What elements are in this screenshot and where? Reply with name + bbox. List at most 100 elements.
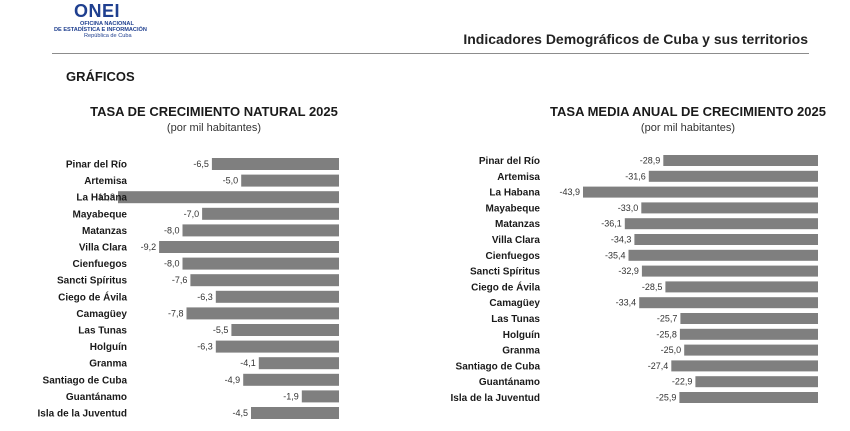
chart1-value-label: -7,8 bbox=[168, 308, 184, 318]
chart1-bar bbox=[190, 274, 339, 287]
chart2-value-label: -36,1 bbox=[601, 219, 622, 229]
chart1-bar bbox=[241, 174, 339, 187]
chart1-category-label: Matanzas bbox=[82, 226, 127, 237]
chart2-value-label: -34,3 bbox=[611, 235, 632, 245]
chart1-category-label: Ciego de Ávila bbox=[58, 290, 127, 303]
chart2-bar bbox=[665, 281, 818, 293]
chart2-category-label: Guantánamo bbox=[479, 377, 540, 388]
chart2-category-label: Camagüey bbox=[489, 298, 540, 309]
chart1-category-label: Guantánamo bbox=[66, 392, 127, 403]
chart1-title: TASA DE CRECIMIENTO NATURAL 2025 bbox=[90, 104, 338, 119]
chart1-value-label: -5,0 bbox=[223, 176, 239, 186]
chart1-value-label: -8,0 bbox=[164, 259, 180, 269]
chart2-category-label: Isla de la Juventud bbox=[451, 393, 540, 404]
chart2-category-label: Mayabeque bbox=[486, 203, 541, 214]
chart1-value-label: -7,6 bbox=[172, 275, 188, 285]
chart1-category-label: Mayabeque bbox=[73, 209, 128, 220]
chart1-value-label: -6,5 bbox=[193, 159, 209, 169]
chart2-bar bbox=[679, 392, 818, 403]
chart1-value-label: -4,1 bbox=[240, 358, 256, 368]
chart1-value-label: -4,9 bbox=[225, 375, 241, 385]
logo-mark: ONEI bbox=[74, 1, 121, 21]
header-divider bbox=[52, 53, 809, 54]
onei-logo: ONEI OFICINA NACIONAL DE ESTADÍSTICA E I… bbox=[54, 2, 164, 42]
chart1-category-label: Artemisa bbox=[84, 176, 127, 187]
chart2-value-label: -27,4 bbox=[648, 361, 669, 371]
chart2-value-label: -31,6 bbox=[625, 171, 646, 181]
chart1-value-label: -5,5 bbox=[213, 325, 229, 335]
chart1-value-label: -1,9 bbox=[283, 391, 299, 401]
chart1-value-label: -8,0 bbox=[164, 225, 180, 235]
chart2-value-label: -25,7 bbox=[657, 314, 678, 324]
chart2-category-label: Pinar del Río bbox=[479, 156, 540, 167]
chart2-value-label: -28,9 bbox=[640, 156, 661, 166]
chart2-bar bbox=[684, 344, 818, 356]
chart1-bar bbox=[215, 340, 339, 353]
chart1-bar bbox=[211, 158, 339, 170]
chart2-bar bbox=[680, 313, 818, 324]
chart2-category-label: Cienfuegos bbox=[486, 251, 541, 262]
chart2-bar bbox=[583, 186, 818, 198]
chart2-subtitle: (por mil habitantes) bbox=[640, 122, 736, 134]
chart1-bar bbox=[243, 373, 339, 386]
chart2-bar bbox=[634, 234, 818, 245]
chart1-category-label: Pinar del Río bbox=[66, 160, 127, 171]
chart1-value-label: -6,3 bbox=[197, 342, 213, 352]
chart2-value-label: -43,9 bbox=[559, 187, 580, 197]
chart2-bar bbox=[641, 202, 818, 214]
section-label: GRÁFICOS bbox=[66, 69, 135, 84]
chart2-bar bbox=[679, 328, 818, 340]
chart1-bar bbox=[182, 224, 339, 237]
chart2-category-label: Sancti Spíritus bbox=[470, 267, 540, 278]
chart2-value-label: -25,0 bbox=[661, 345, 682, 355]
chart2-value-label: -25,8 bbox=[656, 329, 677, 339]
chart1-bar bbox=[159, 241, 339, 253]
chart2-category-label: Matanzas bbox=[495, 219, 540, 230]
chart1-bar bbox=[251, 407, 339, 419]
chart1-category-label: Las Tunas bbox=[78, 326, 127, 337]
chart1-category-label: Villa Clara bbox=[79, 243, 128, 254]
chart1-bar bbox=[215, 290, 339, 303]
chart1-category-label: Camagüey bbox=[76, 309, 127, 320]
logo-text-line2: DE ESTADÍSTICA E INFORMACIÓN bbox=[54, 27, 147, 33]
chart1-bar bbox=[231, 324, 339, 336]
chart1-value-label: 11,3 bbox=[98, 192, 115, 202]
chart2-title: TASA MEDIA ANUAL DE CRECIMIENTO 2025 bbox=[550, 104, 826, 119]
chart2-category-label: Las Tunas bbox=[491, 314, 540, 325]
chart1-category-label: Isla de la Juventud bbox=[38, 409, 127, 420]
chart2-value-label: -22,9 bbox=[672, 377, 693, 387]
chart2-bar bbox=[639, 297, 818, 309]
chart1-category-label: Holguín bbox=[90, 342, 127, 353]
chart2-bar bbox=[641, 265, 818, 277]
chart1-value-label: -4,5 bbox=[232, 408, 248, 418]
chart2-category-label: Villa Clara bbox=[492, 235, 541, 246]
chart2-value-label: -25,9 bbox=[656, 393, 677, 403]
chart2-value-label: -28,5 bbox=[642, 282, 663, 292]
chart2-category-label: Ciego de Ávila bbox=[471, 280, 540, 293]
chart2-bar bbox=[663, 155, 818, 166]
chart2-bar bbox=[624, 218, 818, 230]
chart1-category-label: Santiago de Cuba bbox=[43, 375, 128, 386]
chart1-value-label: -7,0 bbox=[184, 209, 200, 219]
chart2-value-label: -33,0 bbox=[618, 203, 639, 213]
chart1-bar bbox=[202, 207, 339, 220]
chart1-value-label: -9,2 bbox=[141, 242, 157, 252]
chart2-category-label: Artemisa bbox=[497, 172, 540, 183]
chart2-bar bbox=[648, 170, 818, 182]
chart2-value-label: -35,4 bbox=[605, 250, 626, 260]
chart1-bar bbox=[301, 390, 339, 403]
chart2-bar bbox=[628, 249, 818, 261]
chart2-value-label: -33,4 bbox=[616, 298, 637, 308]
chart2-value-label: -32,9 bbox=[618, 266, 639, 276]
chart1-category-label: La Habana bbox=[76, 193, 127, 204]
chart1-bar bbox=[258, 357, 339, 370]
chart1-bar bbox=[186, 307, 339, 320]
chart2-bar bbox=[671, 360, 818, 372]
chart1-subtitle: (por mil habitantes) bbox=[166, 122, 262, 134]
chart2-category-label: Holguín bbox=[503, 330, 540, 341]
chart2-category-label: Santiago de Cuba bbox=[456, 361, 541, 372]
chart1-category-label: Cienfuegos bbox=[73, 259, 128, 270]
